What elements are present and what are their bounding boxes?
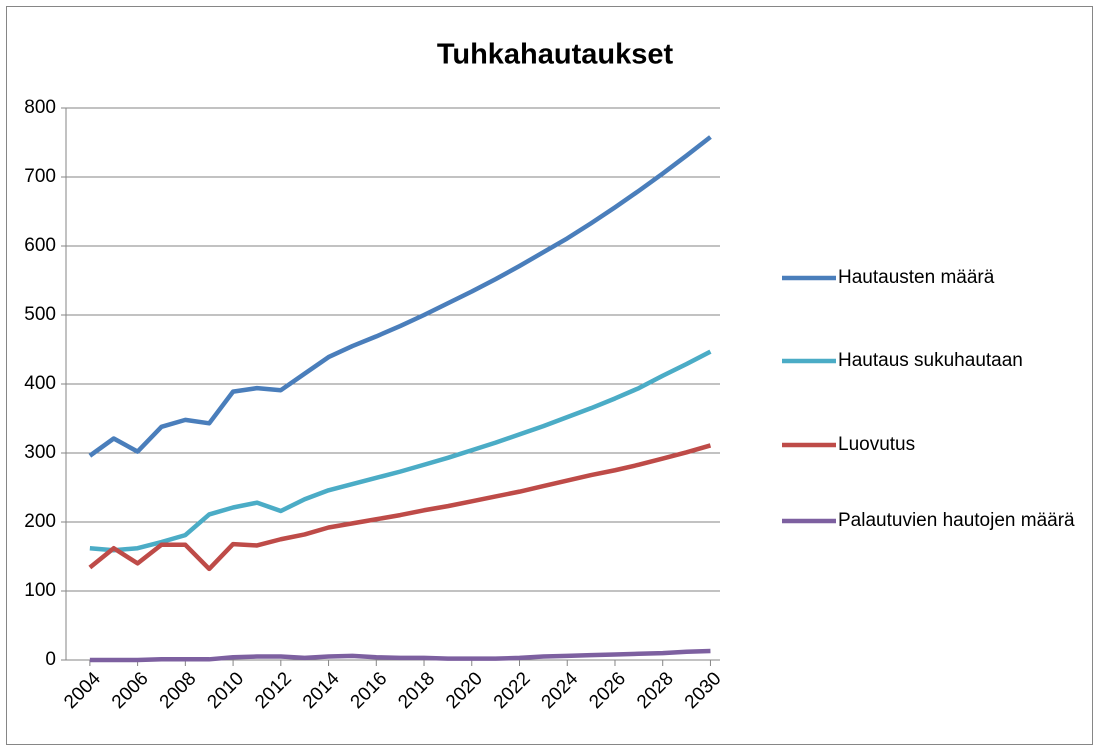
y-tick-label: 800 xyxy=(24,97,56,118)
y-tick-label: 100 xyxy=(24,580,56,601)
y-tick-label: 200 xyxy=(24,511,56,532)
legend-label: Luovutus xyxy=(838,434,916,455)
series-line xyxy=(89,349,712,553)
y-tick-label: 500 xyxy=(24,304,56,325)
chart-border xyxy=(6,6,1093,745)
legend-label: Hautausten määrä xyxy=(838,267,995,288)
legend-label: Palautuvien hautojen määrä xyxy=(838,510,1075,531)
legend-label: Hautaus sukuhautaan xyxy=(838,350,1023,371)
chart-title: Tuhkahautaukset xyxy=(437,39,674,71)
series-line xyxy=(89,648,711,663)
y-tick-label: 0 xyxy=(45,649,56,670)
series-line xyxy=(88,135,712,458)
y-tick-label: 600 xyxy=(24,235,56,256)
y-tick-label: 300 xyxy=(24,442,56,463)
y-tick-label: 700 xyxy=(24,166,56,187)
y-tick-label: 400 xyxy=(24,373,56,394)
series-line xyxy=(88,443,712,572)
